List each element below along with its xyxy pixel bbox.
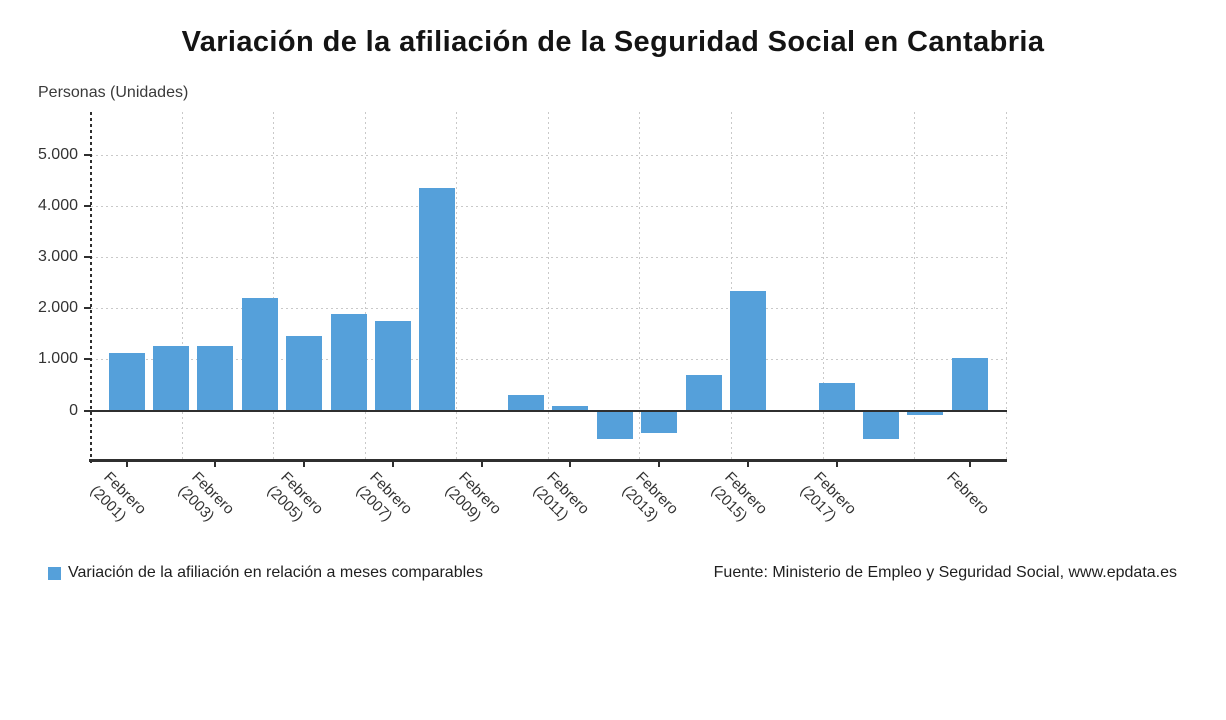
bar-2006 <box>330 314 367 411</box>
x-tick-label-1: Febrero (2001) <box>86 468 150 525</box>
x-tick-label-7: Febrero (2013) <box>618 468 682 525</box>
y-axis-tick <box>84 358 91 361</box>
x-tick-label-5: Febrero (2009) <box>441 468 505 525</box>
bar-2001 <box>108 352 145 411</box>
y-axis-line <box>90 112 92 463</box>
gridline-vertical <box>364 112 366 459</box>
x-axis-tick <box>125 462 128 467</box>
bar-2014 <box>685 375 722 411</box>
bar-2003 <box>197 345 234 411</box>
x-axis-tick <box>569 462 572 467</box>
y-tick-label: 3.000 <box>37 248 78 266</box>
zero-axis-line <box>91 409 1007 412</box>
x-axis-tick <box>214 462 217 467</box>
gridline-vertical <box>273 112 275 459</box>
x-axis-tick <box>658 462 661 467</box>
x-tick-label-3: Febrero (2005) <box>264 468 327 525</box>
x-tick-label-4: Febrero (2007) <box>352 468 416 525</box>
bar-2015 <box>729 290 766 411</box>
gridline-vertical <box>822 112 824 459</box>
y-axis-tick <box>84 205 91 208</box>
x-axis-tick <box>746 462 749 467</box>
gridline-horizontal <box>91 308 1007 310</box>
source-attribution: Fuente: Ministerio de Empleo y Seguridad… <box>713 564 1177 581</box>
bar-2018 <box>862 410 899 440</box>
x-axis-tick <box>303 462 306 467</box>
gridline-horizontal <box>91 206 1007 208</box>
gridline-vertical <box>1005 112 1007 459</box>
bar-2013 <box>641 410 678 434</box>
gridline-vertical <box>731 112 732 459</box>
bar-2012 <box>596 410 633 439</box>
x-axis-tick <box>480 462 483 467</box>
bar-2010 <box>508 395 545 411</box>
gridline-horizontal <box>91 257 1007 259</box>
legend-label: Variación de la afiliación en relación a… <box>68 564 484 581</box>
gridline-vertical <box>181 112 183 459</box>
bar-2020 <box>951 358 988 411</box>
bar-2011 <box>552 406 589 411</box>
x-axis-tick <box>835 462 838 467</box>
y-tick-label: 0 <box>69 401 78 419</box>
x-tick-label-10: Febrero <box>942 468 993 518</box>
bar-2002 <box>153 346 190 411</box>
bar-2005 <box>286 335 323 411</box>
x-tick-label-6: Febrero (2011) <box>530 468 593 525</box>
x-axis-tick <box>968 462 971 467</box>
legend-swatch-icon <box>48 566 61 580</box>
bar-2017 <box>818 383 855 411</box>
y-tick-label: 5.000 <box>37 146 78 164</box>
gridline-horizontal <box>91 155 1007 157</box>
y-tick-label: 2.000 <box>37 299 78 317</box>
y-tick-label: 1.000 <box>37 350 78 368</box>
legend: Variación de la afiliación en relación a… <box>48 563 483 583</box>
gridline-vertical <box>547 112 549 459</box>
y-axis-tick <box>84 409 91 412</box>
gridline-vertical <box>914 112 916 459</box>
bar-2007 <box>374 320 411 411</box>
gridline-vertical <box>456 112 458 459</box>
y-tick-label: 4.000 <box>37 197 78 215</box>
bar-2008 <box>419 188 456 411</box>
x-tick-label-8: Febrero (2015) <box>707 468 771 525</box>
y-axis-tick <box>84 256 91 259</box>
x-axis-line <box>89 459 1007 462</box>
bar-2004 <box>241 298 278 411</box>
x-tick-label-9: Febrero (2017) <box>796 468 860 525</box>
x-tick-label-2: Febrero (2003) <box>175 468 238 525</box>
gridline-vertical <box>639 112 641 459</box>
chart-title: Variación de la afiliación de la Segurid… <box>181 26 1045 58</box>
y-axis-title: Personas (Unidades) <box>38 84 189 101</box>
y-axis-tick <box>84 307 91 310</box>
y-axis-tick <box>84 154 91 157</box>
gridline-horizontal <box>91 359 1007 361</box>
bar-2019 <box>907 410 944 415</box>
x-axis-tick <box>391 462 394 467</box>
